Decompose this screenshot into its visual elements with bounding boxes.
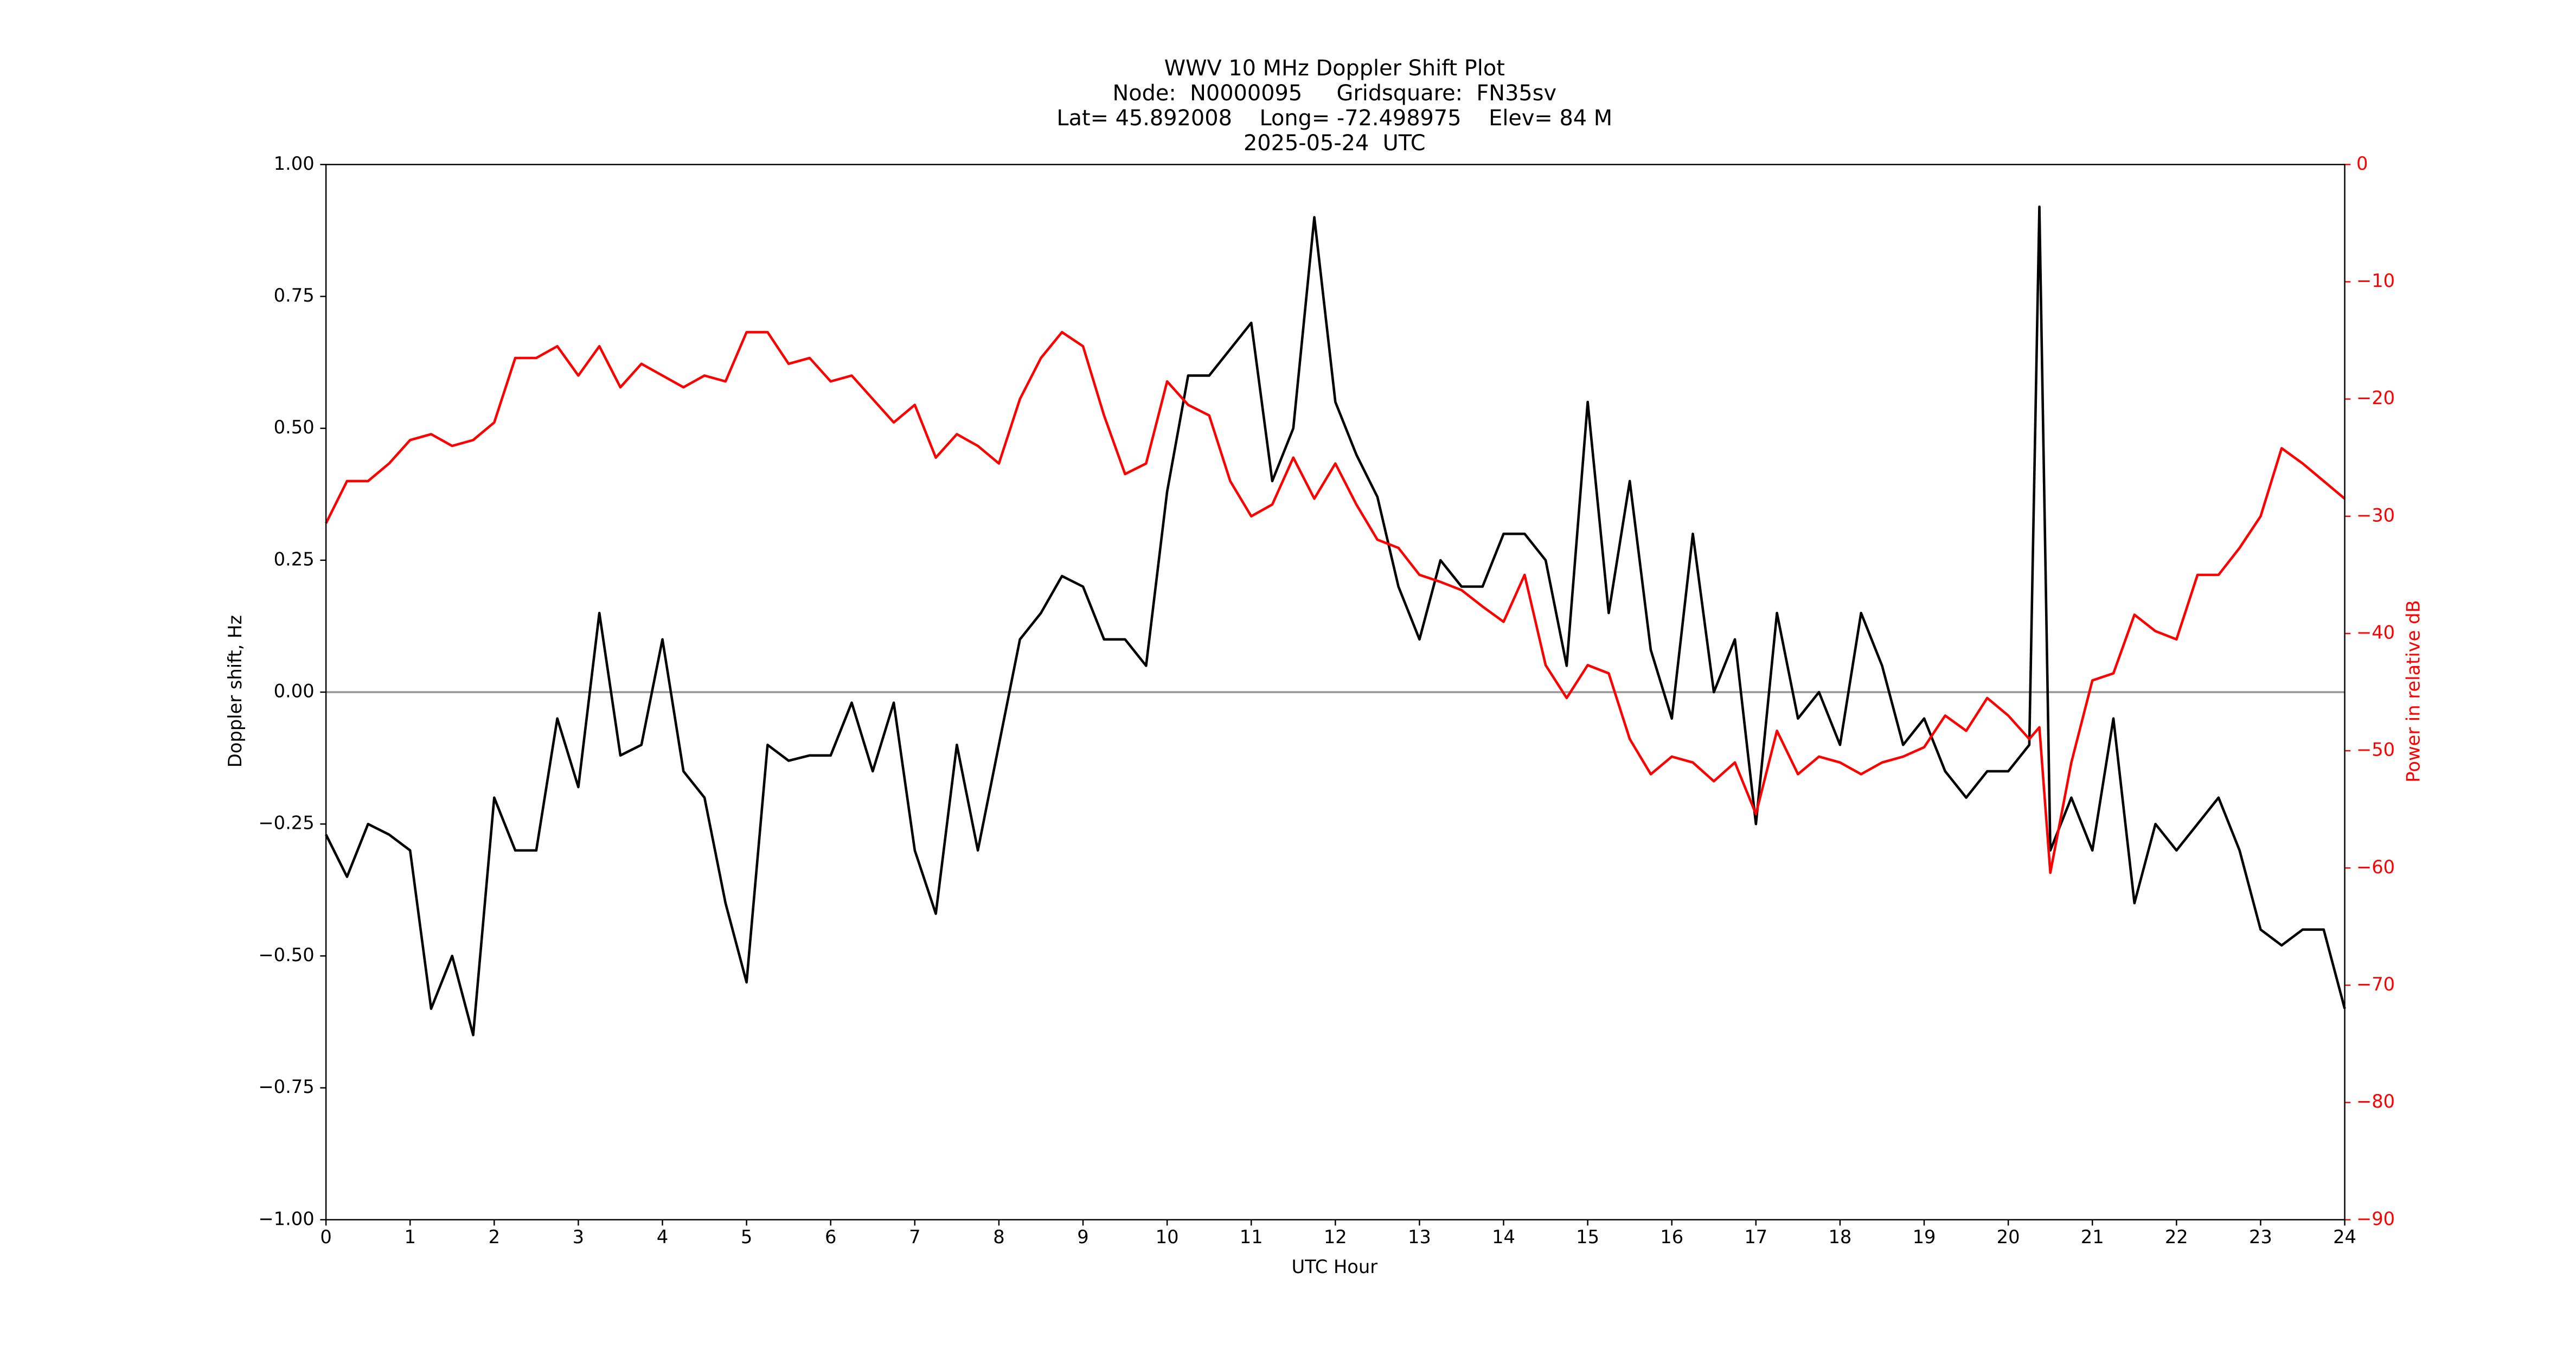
x-tick-label: 7	[909, 1226, 920, 1248]
x-tick-label: 2	[489, 1226, 500, 1248]
y-tick-label: 0.50	[274, 417, 315, 438]
y-tick-label: −0.75	[258, 1076, 314, 1097]
x-tick-label: 21	[2081, 1226, 2104, 1248]
data-line	[325, 331, 2346, 874]
x-axis-label: UTC Hour	[1291, 1256, 1377, 1277]
x-tick-label: 6	[825, 1226, 836, 1248]
x-tick-label: 4	[657, 1226, 668, 1248]
y2-tick-label: −30	[2356, 504, 2395, 526]
data-line	[325, 205, 2346, 1037]
y-tick-label: 0.75	[274, 285, 315, 306]
y-tick-label: 0.00	[274, 681, 315, 702]
x-tick-label: 5	[741, 1226, 752, 1248]
y2-tick-label: −10	[2356, 270, 2395, 291]
y2-tick-label: −20	[2356, 387, 2395, 408]
y2-tick-label: −90	[2356, 1208, 2395, 1229]
y-tick-label: 1.00	[274, 153, 315, 174]
x-tick-label: 15	[1576, 1226, 1599, 1248]
x-tick-label: 19	[1913, 1226, 1936, 1248]
x-tick-label: 23	[2249, 1226, 2272, 1248]
y-tick-label: −0.25	[258, 813, 314, 834]
x-tick-label: 9	[1077, 1226, 1088, 1248]
x-tick-label: 3	[573, 1226, 584, 1248]
x-tick-label: 12	[1324, 1226, 1347, 1248]
chart-title: Node: N0000095 Gridsquare: FN35sv	[1113, 81, 1557, 106]
chart-title: 2025-05-24 UTC	[1244, 131, 1426, 156]
x-tick-label: 8	[993, 1226, 1004, 1248]
chart-title: Lat= 45.892008 Long= -72.498975 Elev= 84…	[1056, 106, 1612, 131]
y2-tick-label: −60	[2356, 856, 2395, 878]
x-tick-label: 14	[1492, 1226, 1515, 1248]
x-tick-label: 18	[1828, 1226, 1851, 1248]
plot-frame	[325, 164, 2346, 1220]
y-tick-label: −0.50	[258, 944, 314, 965]
y2-tick-label: −40	[2356, 622, 2395, 643]
x-tick-label: 13	[1408, 1226, 1431, 1248]
y2-tick-label: −80	[2356, 1091, 2395, 1112]
x-tick-label: 1	[404, 1226, 415, 1248]
x-tick-label: 20	[1997, 1226, 2020, 1248]
y2-tick-label: −70	[2356, 974, 2395, 995]
x-tick-label: 24	[2333, 1226, 2356, 1248]
y-axis-label: Doppler shift, Hz	[225, 615, 246, 767]
x-tick-label: 10	[1156, 1226, 1179, 1248]
y2-tick-label: −50	[2356, 739, 2395, 760]
chart-title: WWV 10 MHz Doppler Shift Plot	[1164, 56, 1505, 81]
y2-axis-label: Power in relative dB	[2403, 600, 2424, 782]
x-tick-label: 17	[1744, 1226, 1767, 1248]
y2-tick-label: 0	[2356, 153, 2368, 174]
x-tick-label: 0	[320, 1226, 331, 1248]
x-tick-label: 11	[1240, 1226, 1263, 1248]
y-tick-label: 0.25	[274, 548, 315, 570]
x-tick-label: 22	[2165, 1226, 2188, 1248]
x-tick-label: 16	[1660, 1226, 1683, 1248]
y-tick-label: −1.00	[258, 1208, 314, 1229]
